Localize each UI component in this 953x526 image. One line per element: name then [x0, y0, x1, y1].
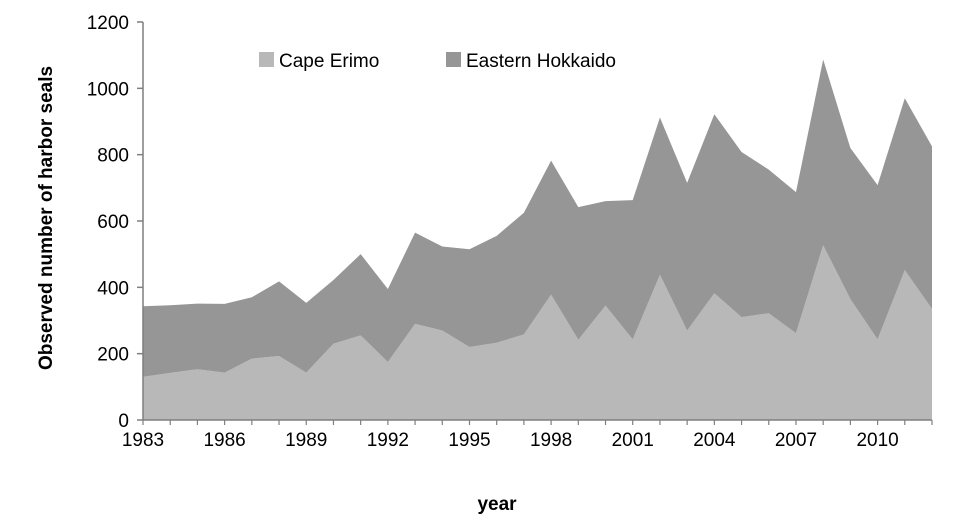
x-tick-label: 1992 [367, 430, 409, 451]
x-tick-label: 2010 [856, 430, 898, 451]
y-tick-label: 0 [118, 411, 129, 432]
series-areas [143, 59, 932, 420]
legend-label: Cape Erimo [279, 51, 379, 72]
x-tick-labels: 1983 1986 1989 1992 1995 1998 2001 2004 2007 2010 [122, 430, 899, 451]
x-axis-title: year [477, 494, 517, 515]
legend-label: Eastern Hokkaido [466, 51, 616, 72]
y-tick-label: 600 [97, 212, 129, 233]
legend: Cape Erimo Eastern Hokkaido [259, 51, 616, 72]
y-tick-label: 400 [97, 278, 129, 299]
y-tick-label: 1200 [87, 13, 129, 34]
y-tick-label: 800 [97, 146, 129, 167]
y-tick-label: 1000 [87, 79, 129, 100]
x-tick-label: 1995 [448, 430, 490, 451]
area-cape-erimo [143, 245, 932, 420]
x-tick-label: 1983 [122, 430, 164, 451]
legend-swatch [446, 52, 461, 67]
y-axis-title: Observed number of harbor seals [36, 66, 57, 370]
legend-swatch [259, 52, 274, 67]
area-eastern-hokkaido [143, 59, 932, 377]
axes [137, 21, 933, 425]
x-tick-label: 1986 [203, 430, 245, 451]
y-tick-labels: 0 200 400 600 800 1000 1200 [87, 13, 129, 432]
y-tick-label: 200 [97, 345, 129, 366]
x-tick-label: 2001 [612, 430, 654, 451]
x-tick-label: 2004 [693, 430, 736, 451]
x-tick-label: 1998 [530, 430, 572, 451]
x-tick-label: 2007 [775, 430, 817, 451]
x-tick-label: 1989 [285, 430, 327, 451]
